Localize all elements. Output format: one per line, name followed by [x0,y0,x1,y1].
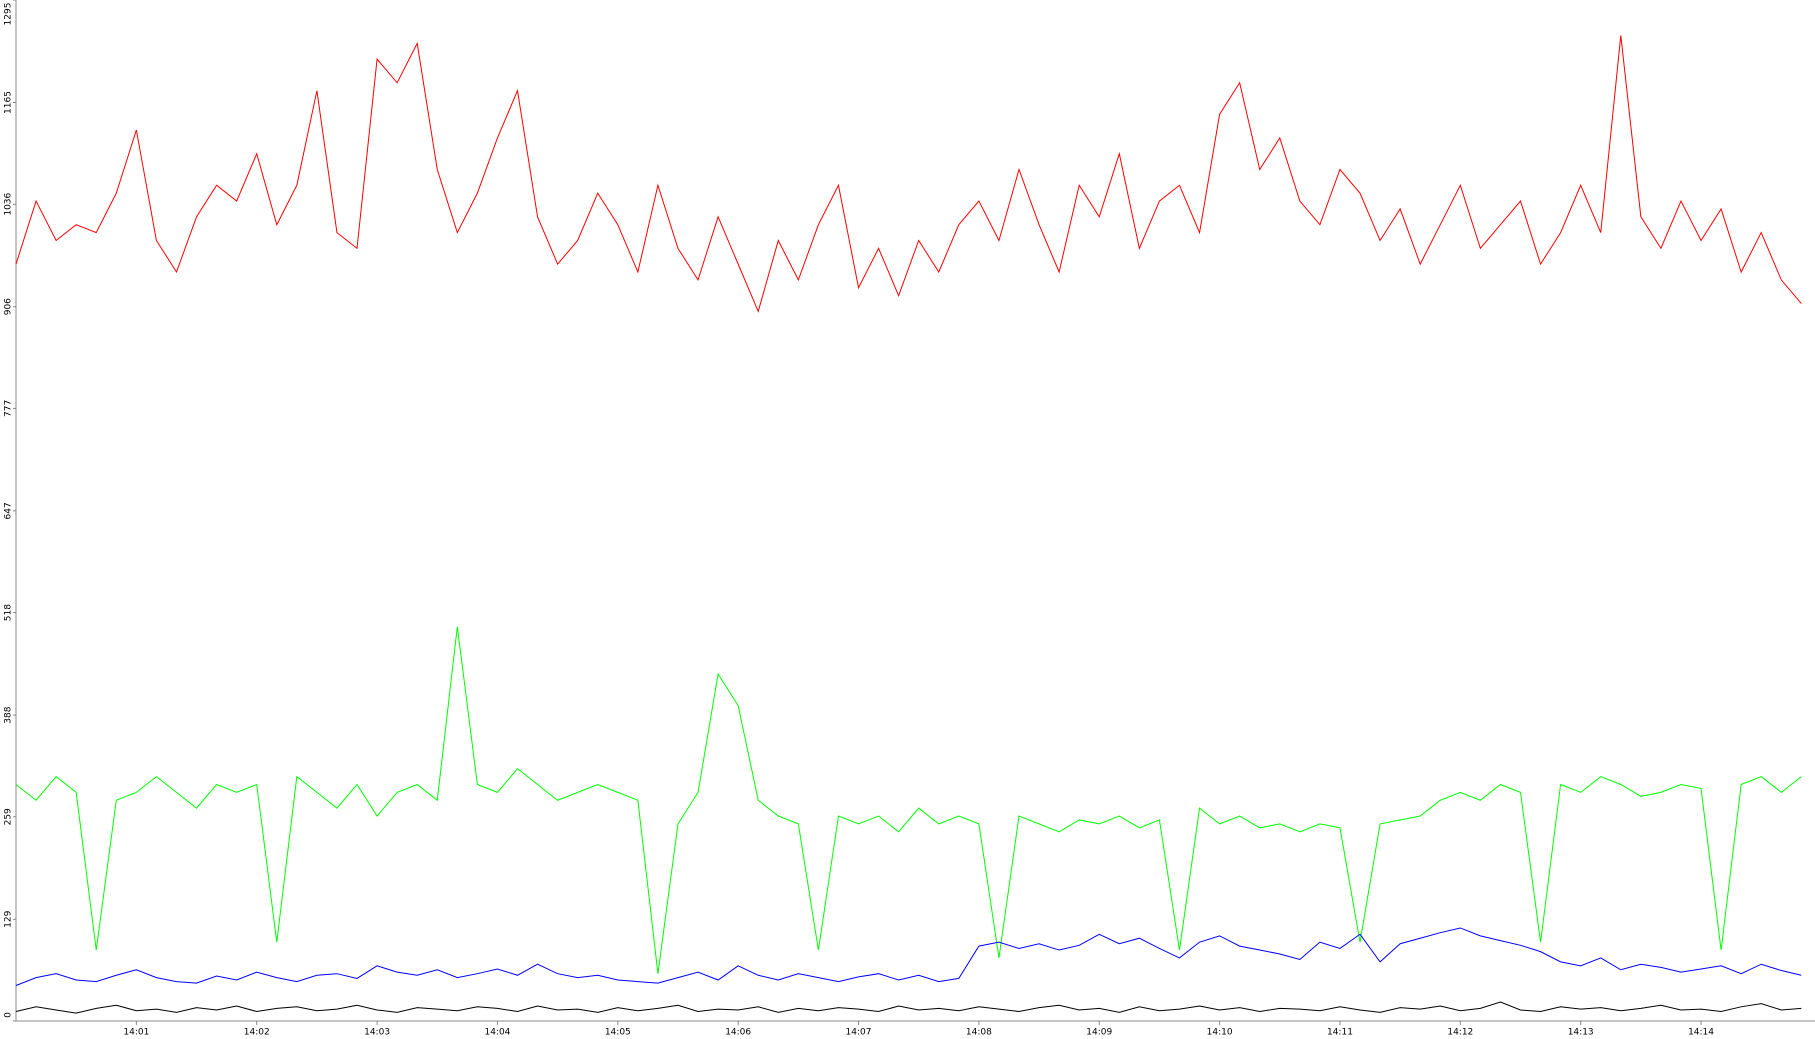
y-tick-label: 647 [4,502,14,519]
x-tick-label: 14:10 [1207,1028,1233,1038]
x-tick-label: 14:08 [966,1028,992,1038]
x-tick-label: 14:01 [123,1028,149,1038]
x-tick-label: 14:09 [1086,1028,1112,1038]
series-line [15,626,1802,974]
series-line [15,35,1802,313]
y-tick-label: 1295 [4,3,14,26]
y-tick-label: 0 [4,1012,14,1018]
y-tick-label: 1165 [4,91,14,114]
x-tick-label: 14:06 [725,1028,751,1038]
y-tick-label: 388 [4,706,14,723]
x-tick-label: 14:03 [364,1028,390,1038]
x-tick-label: 14:14 [1688,1028,1714,1038]
series-line [15,1001,1802,1014]
y-tick-label: 777 [4,400,14,417]
x-tick-label: 14:04 [484,1028,510,1038]
x-tick-label: 14:02 [244,1028,270,1038]
y-tick-label: 129 [4,910,14,927]
x-tick-label: 14:13 [1568,1028,1594,1038]
y-tick-label: 259 [4,808,14,825]
y-tick-label: 906 [4,298,14,315]
series-line [15,927,1802,986]
x-tick-label: 14:11 [1327,1028,1353,1038]
y-tick-label: 518 [4,604,14,621]
x-tick-label: 14:12 [1447,1028,1473,1038]
y-tick-label: 1036 [4,192,14,215]
x-tick-label: 14:07 [846,1028,872,1038]
x-tick-label: 14:05 [605,1028,631,1038]
